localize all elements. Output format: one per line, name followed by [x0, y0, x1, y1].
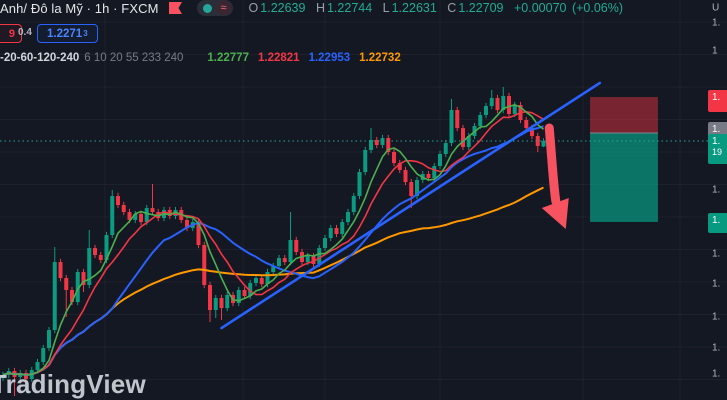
ma-20-line [2, 125, 544, 376]
indicator-title: -20-60-120-240 [0, 52, 80, 64]
open-value: 1.22639 [260, 1, 306, 15]
risk-reward-tool[interactable] [590, 97, 658, 222]
market-status-toggle[interactable]: ≈ [196, 0, 233, 16]
indicator-value: 1.22732 [359, 52, 401, 64]
approx-icon: ≈ [215, 1, 232, 15]
open-label: O [248, 1, 259, 15]
axis-tick-label: 1 [712, 45, 718, 57]
indicator-value: 1.22821 [257, 52, 300, 64]
symbol-title[interactable]: Anh/ Đô la Mỹ · 1h · FXCM [0, 0, 159, 16]
axis-price-label: 1. [708, 213, 727, 233]
buy-price: 1.2271 [47, 27, 83, 40]
axis-tick-label: 1. [712, 311, 721, 323]
low-value: 1.22631 [391, 1, 437, 15]
indicator-value: 1.22953 [308, 52, 351, 64]
axis-tick-label: 1. [712, 342, 721, 354]
axis-tick-label: U [712, 2, 720, 14]
high-value: 1.22744 [326, 1, 373, 15]
axis-tick-label: 1. [712, 17, 721, 29]
close-value: 1.22709 [458, 1, 504, 15]
buy-price-fraction: 3 [83, 29, 88, 38]
axis-tick-label: 1. [712, 278, 721, 290]
buy-button[interactable]: 1.2271 3 [37, 24, 98, 43]
indicator-params: 6 10 20 55 233 240 [84, 52, 184, 64]
ma-6-line [2, 104, 544, 376]
spread-value: 0.4 [18, 27, 32, 38]
ma-10-line [2, 111, 544, 376]
indicator-values: 1.22777 1.22821 1.22953 1.22732 [207, 52, 400, 64]
change-value: +0.00070 [513, 1, 567, 15]
tradingview-logo[interactable]: TradingView [0, 369, 146, 399]
symbol-legend-row: Anh/ Đô la Mỹ · 1h · FXCM ≈ O 1.22639 H 1.… [0, 0, 623, 16]
flag-icon[interactable] [168, 1, 183, 15]
trendline[interactable] [220, 81, 602, 330]
indicator-value: 1.22777 [207, 52, 249, 64]
axis-tick-label: 1. [712, 248, 721, 260]
axis-tick-label: 1. [712, 368, 721, 380]
close-label: C [447, 1, 457, 15]
axis-price-label: 1. 19 [708, 134, 727, 164]
high-label: H [315, 1, 325, 15]
sell-button[interactable]: 9 [0, 24, 22, 43]
indicator-legend-row[interactable]: -20-60-120-240 6 10 20 55 233 240 1.2277… [0, 52, 401, 64]
axis-tick-label: 1. [712, 184, 721, 196]
market-open-dot-icon [202, 3, 212, 13]
red-arrow-annotation[interactable] [541, 123, 569, 229]
low-label: L [382, 1, 390, 15]
axis-price-label: 1. [708, 90, 727, 112]
change-percent: (+0.06%) [571, 1, 624, 15]
ohlc-readout: O 1.22639 H 1.22744 L 1.22631 C 1.22709 +0.0… [249, 1, 623, 15]
